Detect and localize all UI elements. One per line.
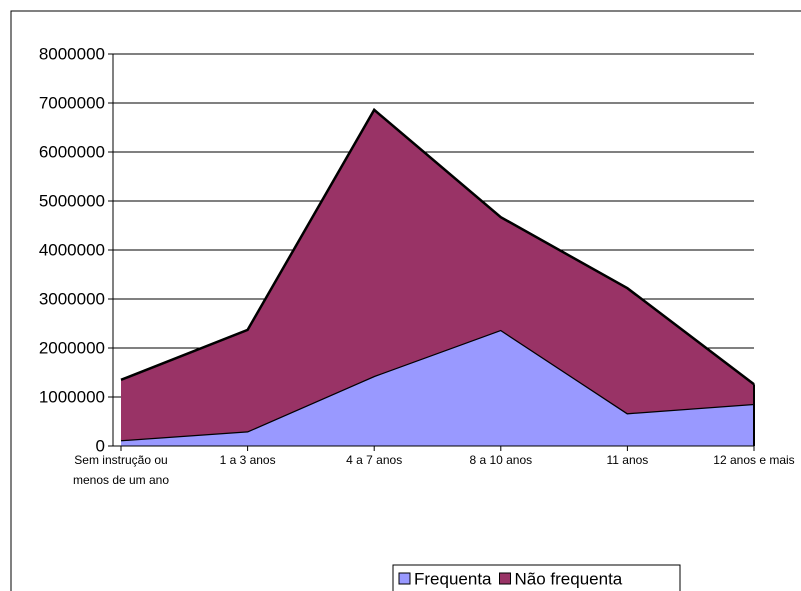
y-tick-label: 1000000 bbox=[39, 387, 105, 406]
legend-label: Não frequenta bbox=[515, 569, 623, 588]
y-tick-label: 2000000 bbox=[39, 338, 105, 357]
area-edge bbox=[120, 107, 755, 386]
x-tick-label: Sem instrução ou menos de um ano bbox=[72, 453, 170, 487]
legend-box bbox=[392, 564, 681, 591]
x-tick-label: 12 anos e mais bbox=[713, 453, 795, 467]
legend-swatch bbox=[398, 572, 411, 585]
legend: Frequenta Não frequenta bbox=[392, 564, 681, 591]
area bbox=[121, 329, 754, 446]
y-tick-label: 6000000 bbox=[39, 142, 105, 161]
y-tick-label: 0 bbox=[96, 436, 105, 455]
area bbox=[121, 109, 754, 441]
x-tick-label: 1 a 3 anos bbox=[219, 453, 276, 467]
x-tick-label: 11 anos bbox=[606, 453, 649, 467]
legend-label: Frequenta bbox=[414, 569, 492, 588]
x-tick-label: 4 a 7 anos bbox=[346, 453, 403, 467]
x-tick-label: 8 a 10 anos bbox=[469, 453, 533, 467]
legend-swatch bbox=[499, 572, 511, 585]
y-tick-label: 4000000 bbox=[39, 240, 105, 259]
y-tick-label: 7000000 bbox=[39, 93, 105, 112]
y-tick-label: 3000000 bbox=[39, 289, 105, 308]
y-tick-label: 8000000 bbox=[39, 44, 105, 63]
y-tick-label: 5000000 bbox=[39, 191, 105, 210]
